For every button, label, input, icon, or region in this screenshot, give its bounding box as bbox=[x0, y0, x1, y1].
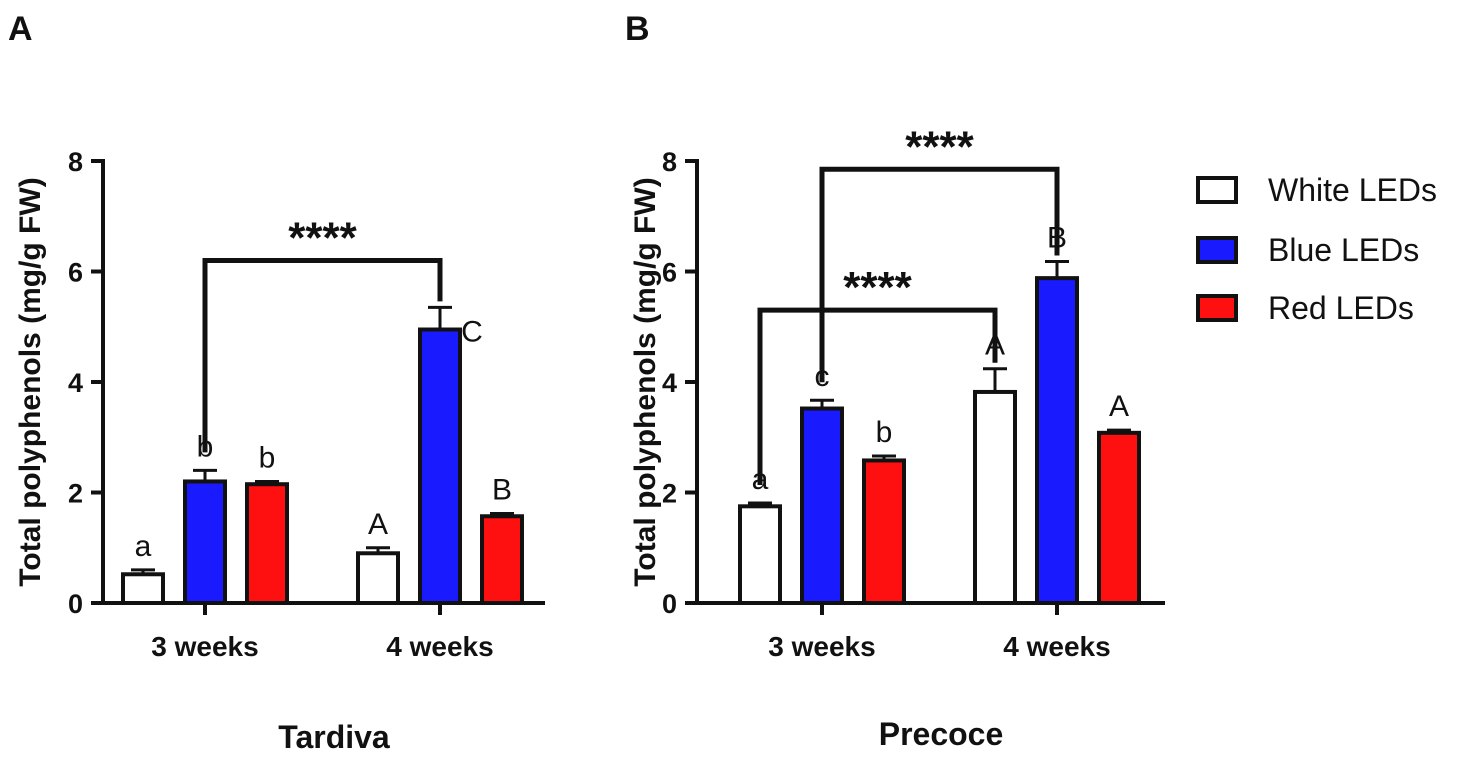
significance-bracket bbox=[202, 257, 443, 453]
x-tick-label: 3 weeks bbox=[151, 631, 258, 662]
bar bbox=[480, 514, 524, 606]
panel-title: Tardiva bbox=[278, 719, 390, 755]
y-tick-label: 8 bbox=[662, 147, 677, 177]
bar bbox=[1035, 276, 1079, 605]
significance-letter: A bbox=[1109, 390, 1129, 423]
y-tick-label: 2 bbox=[68, 479, 83, 509]
y-tick-label: 4 bbox=[662, 368, 677, 398]
bar bbox=[418, 327, 462, 605]
significance-bracket bbox=[819, 166, 1060, 383]
legend-swatch bbox=[1196, 176, 1238, 204]
significance-letter: b bbox=[259, 441, 276, 474]
legend-swatch bbox=[1196, 294, 1238, 322]
significance-letter: a bbox=[135, 530, 152, 563]
y-tick-label: 4 bbox=[68, 368, 83, 398]
y-tick-label: 0 bbox=[68, 589, 83, 619]
significance-stars: **** bbox=[843, 263, 912, 312]
x-tick-label: 4 weeks bbox=[1003, 631, 1110, 662]
significance-bracket bbox=[757, 307, 998, 485]
panel-title: Precoce bbox=[879, 716, 1004, 752]
y-axis-label: Total polyphenols (mg/g FW) bbox=[629, 177, 662, 586]
y-tick-label: 2 bbox=[662, 479, 677, 509]
bar bbox=[245, 482, 289, 605]
bar bbox=[800, 406, 844, 605]
bar bbox=[738, 504, 782, 605]
legend-label: White LEDs bbox=[1268, 172, 1437, 208]
legend-label: Red LEDs bbox=[1268, 290, 1414, 326]
bar bbox=[183, 479, 227, 606]
y-tick-label: 0 bbox=[662, 589, 677, 619]
panel-letter: B bbox=[625, 10, 650, 48]
bar bbox=[1097, 430, 1141, 605]
x-tick-label: 3 weeks bbox=[768, 631, 875, 662]
legend-label: Blue LEDs bbox=[1268, 232, 1419, 268]
bar bbox=[973, 389, 1017, 605]
significance-letter: A bbox=[368, 508, 388, 541]
significance-letter: C bbox=[461, 316, 483, 349]
significance-letter: B bbox=[492, 473, 512, 506]
bar bbox=[862, 458, 906, 605]
panel-letter: A bbox=[8, 10, 33, 48]
y-axis-label: Total polyphenols (mg/g FW) bbox=[14, 177, 47, 586]
significance-letter: b bbox=[876, 416, 893, 449]
y-tick-label: 6 bbox=[662, 258, 677, 288]
bar bbox=[356, 551, 400, 606]
y-tick-label: 6 bbox=[68, 258, 83, 288]
y-tick-label: 8 bbox=[68, 147, 83, 177]
x-tick-label: 4 weeks bbox=[386, 631, 493, 662]
significance-stars: **** bbox=[905, 122, 974, 171]
significance-stars: **** bbox=[288, 213, 357, 262]
legend-swatch bbox=[1196, 236, 1238, 264]
bar bbox=[121, 572, 165, 606]
